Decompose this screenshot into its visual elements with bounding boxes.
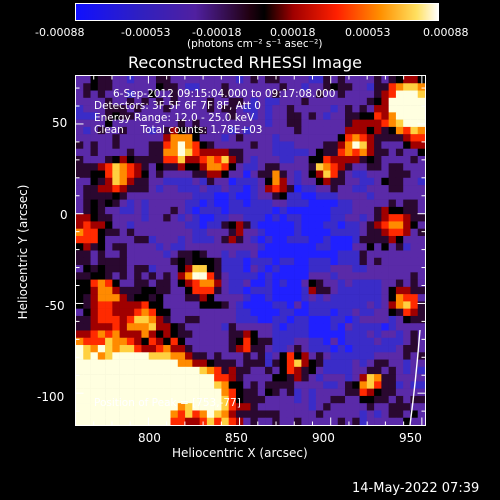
colorbar-tick-2: -0.00018 (192, 26, 242, 39)
timestamp: 14-May-2022 07:39 (352, 481, 480, 496)
axis-ticks (75, 75, 426, 426)
colorbar-unit-label: (photons cm⁻² s⁻¹ asec⁻²) (187, 38, 323, 50)
y-tick-label-neg100: -100 (37, 390, 65, 404)
limb-curve (409, 329, 421, 426)
x-axis-label: Heliocentric X (arcsec) (172, 446, 308, 460)
annotation-detectors: Detectors: 3F 5F 6F 7F 8F, Att 0 (94, 100, 261, 112)
annotation-method: Clean Total counts: 1.78E+03 (94, 124, 263, 136)
y-tick-label-neg50: -50 (45, 299, 65, 313)
colorbar-tick-1: -0.00053 (121, 26, 171, 39)
plot-frame (75, 75, 426, 426)
y-tick-label-50: 50 (52, 116, 68, 130)
y-axis-label: Heliocentric Y (arcsec) (16, 184, 30, 320)
y-tick-label-0: 0 (60, 208, 68, 222)
colorbar (75, 3, 439, 21)
annotation-time-range: 6-Sep-2012 09:15:04.000 to 09:17:08.000 (113, 88, 336, 100)
x-tick-label-900: 900 (312, 431, 335, 445)
colorbar-tick-5: 0.00088 (423, 26, 469, 39)
annotation-energy-range: Energy Range: 12.0 - 25.0 keV (94, 112, 255, 124)
x-tick-label-800: 800 (138, 431, 161, 445)
annotation-peak-position: Position of Peak = [753,-77] (94, 397, 241, 409)
colorbar-tick-4: 0.00053 (345, 26, 391, 39)
colorbar-gradient (75, 3, 439, 21)
x-tick-label-850: 850 (225, 431, 248, 445)
colorbar-tick-3: 0.00018 (270, 26, 316, 39)
heatmap-image (76, 76, 426, 426)
chart-title: Reconstructed RHESSI Image (128, 53, 362, 72)
x-tick-label-950: 950 (399, 431, 422, 445)
colorbar-tick-0: -0.00088 (35, 26, 85, 39)
